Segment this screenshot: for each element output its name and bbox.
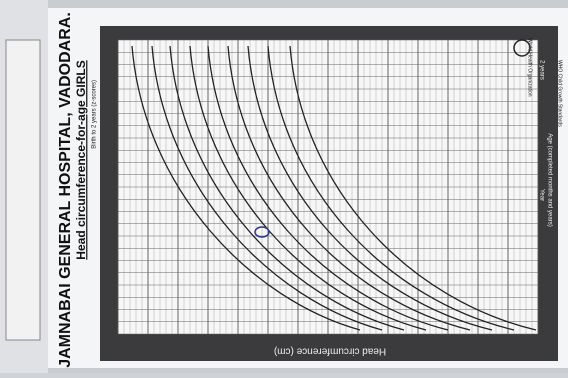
marker: 2 years [538, 60, 544, 80]
x-axis-label: Head circumference (cm) [274, 345, 386, 356]
title: JAMNABAI GENERAL HOSPITAL, VADODARA. [57, 12, 74, 368]
left-page-grid [6, 40, 40, 340]
page: JAMNABAI GENERAL HOSPITAL, VADODARA. Hea… [0, 0, 568, 373]
y-axis-unit: Year [538, 189, 544, 201]
range: Birth to 2 years (z-scores) [92, 80, 98, 149]
photo: JAMNABAI GENERAL HOSPITAL, VADODARA. Hea… [0, 0, 568, 373]
side-note: WHO Child Growth Standards [557, 60, 563, 127]
subtitle: Head circumference-for-age GIRLS [74, 60, 88, 259]
y-axis-label: Age (completed months and years) [546, 133, 552, 226]
